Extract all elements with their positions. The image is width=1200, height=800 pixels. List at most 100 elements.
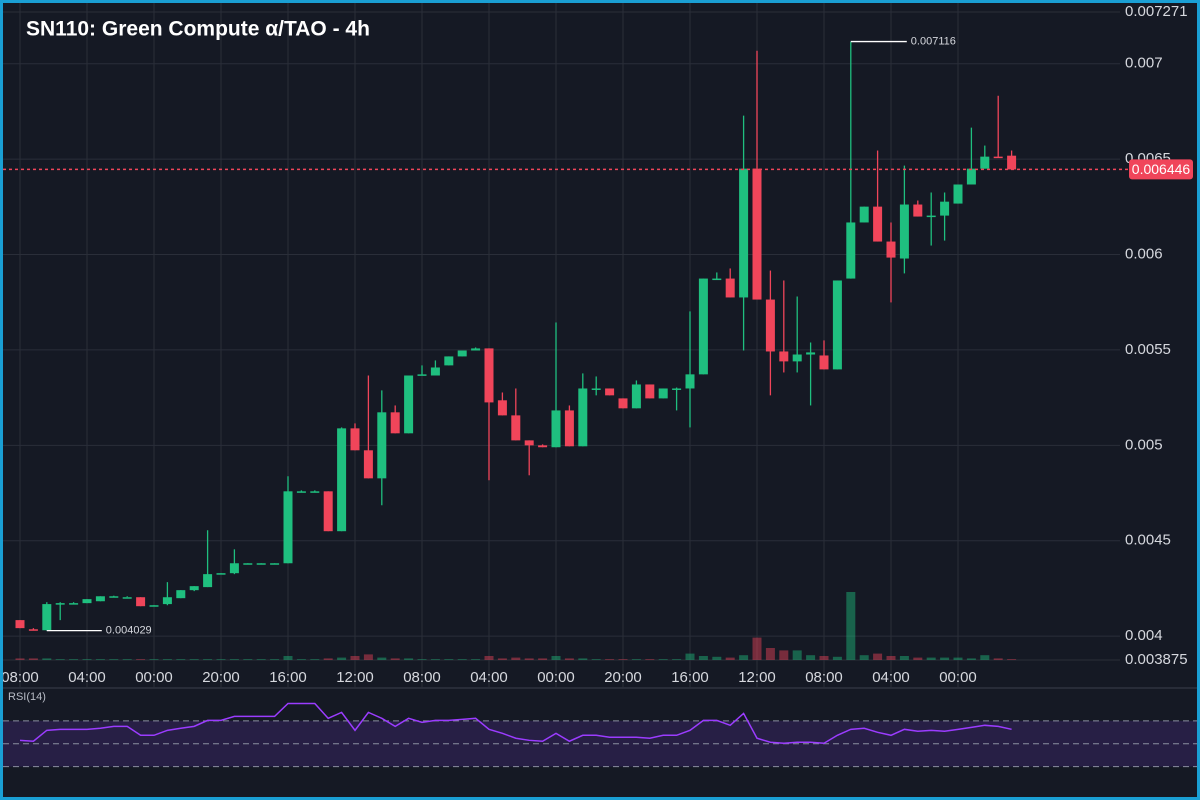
- y-tick-label: 0.0045: [1125, 532, 1171, 549]
- candle-body: [404, 375, 414, 434]
- volume-bar: [82, 659, 92, 660]
- y-tick-label: 0.004: [1125, 627, 1163, 644]
- candle-body: [712, 278, 722, 281]
- x-tick-label: 00:00: [135, 669, 173, 686]
- volume-bar: [672, 659, 682, 660]
- volume-bar: [739, 655, 749, 660]
- candle-body: [337, 428, 347, 532]
- candle-body: [122, 597, 132, 599]
- volume-bar: [95, 659, 105, 660]
- volume-bar: [484, 656, 494, 660]
- candle-body: [685, 374, 695, 389]
- volume-bar: [323, 658, 333, 660]
- volume-bar: [457, 659, 467, 660]
- x-tick-label: 08:00: [805, 669, 843, 686]
- volume-bar: [873, 653, 883, 660]
- volume-bar: [698, 656, 708, 660]
- volume-bar: [966, 658, 976, 660]
- candle-body: [310, 491, 320, 493]
- candle-body: [176, 590, 186, 599]
- candle-body: [417, 374, 427, 376]
- x-tick-label: 12:00: [738, 669, 776, 686]
- last-price-box: [1129, 159, 1193, 180]
- volume-bar: [256, 659, 266, 660]
- y-tick-label: 0.003875: [1125, 651, 1188, 668]
- candle-body: [819, 355, 829, 370]
- candle-body: [296, 491, 306, 493]
- candle-body: [551, 410, 561, 448]
- volume-bar: [404, 658, 414, 660]
- volume-bar: [337, 657, 347, 660]
- x-tick-label: 12:00: [336, 669, 374, 686]
- volume-bar: [806, 655, 816, 660]
- candle-body: [82, 599, 92, 604]
- volume-bar: [725, 657, 735, 660]
- volume-bar: [28, 658, 38, 660]
- volume-bar: [310, 659, 320, 660]
- candle-body: [243, 563, 253, 565]
- volume-bar: [283, 656, 293, 660]
- volume-bar: [618, 659, 628, 660]
- labels: 0.003875 0.004 0.0045 0.005 0.0055 0.006 0.006…: [3, 3, 1193, 686]
- candle-body: [430, 367, 440, 376]
- candle-body: [873, 206, 883, 242]
- candle-body: [149, 605, 159, 607]
- chart: 0.003875 0.004 0.0045 0.005 0.0055 0.006 0.006…: [3, 3, 1197, 797]
- candle-body: [993, 156, 1003, 159]
- candle-body: [591, 388, 601, 390]
- volume-bar: [109, 659, 119, 660]
- background: [3, 3, 1197, 797]
- candle-body: [377, 412, 387, 479]
- candle-body: [484, 348, 494, 403]
- volume-bar: [296, 659, 306, 660]
- marks: [3, 40, 1130, 745]
- volume-bar: [899, 656, 909, 660]
- volume-bar: [605, 659, 615, 660]
- volume-bar: [203, 659, 213, 660]
- volume-bar: [631, 659, 641, 660]
- volume-bar: [913, 657, 923, 660]
- candle-body: [323, 491, 333, 532]
- rsi-panel: [3, 689, 1197, 797]
- volume-bar: [471, 659, 481, 660]
- volume-bar: [136, 659, 146, 660]
- volume-bar: [524, 658, 534, 660]
- volume-bar: [216, 659, 226, 660]
- volume-bar: [350, 656, 360, 660]
- candle-body: [899, 204, 909, 259]
- candle-body: [765, 299, 775, 352]
- volume-bar: [149, 659, 159, 660]
- candle-body: [578, 388, 588, 447]
- candle-body: [444, 356, 454, 366]
- volume-bar: [859, 655, 869, 660]
- volume-bar: [591, 659, 601, 660]
- candle-body: [1007, 155, 1017, 170]
- candle-body: [497, 400, 507, 416]
- candle-body: [538, 445, 548, 448]
- volume-bar: [779, 650, 789, 660]
- candle-body: [189, 586, 199, 591]
- y-tick-label: 0.006: [1125, 245, 1163, 262]
- last-price-label: 0.006446: [1132, 161, 1191, 177]
- x-tick-label: 04:00: [68, 669, 106, 686]
- candle-body: [698, 278, 708, 375]
- candle-body: [605, 388, 615, 396]
- volume-bar: [752, 637, 762, 660]
- candle-body: [564, 410, 574, 447]
- candle-body: [283, 491, 293, 564]
- candle-body: [457, 350, 467, 357]
- candle-body: [471, 348, 481, 351]
- volume-bar: [685, 653, 695, 660]
- candle-body: [270, 563, 280, 565]
- volume-bar: [846, 592, 856, 660]
- candle-body: [256, 563, 266, 565]
- candle-body: [645, 384, 655, 399]
- candle-body: [966, 168, 976, 185]
- volume-bar: [229, 659, 239, 660]
- candle-body: [390, 412, 400, 434]
- chart-title: SN110: Green Compute α/TAO - 4h: [26, 18, 370, 41]
- x-tick-label: 16:00: [269, 669, 307, 686]
- x-tick-label: 08:00: [3, 669, 39, 686]
- candle-body: [28, 629, 38, 631]
